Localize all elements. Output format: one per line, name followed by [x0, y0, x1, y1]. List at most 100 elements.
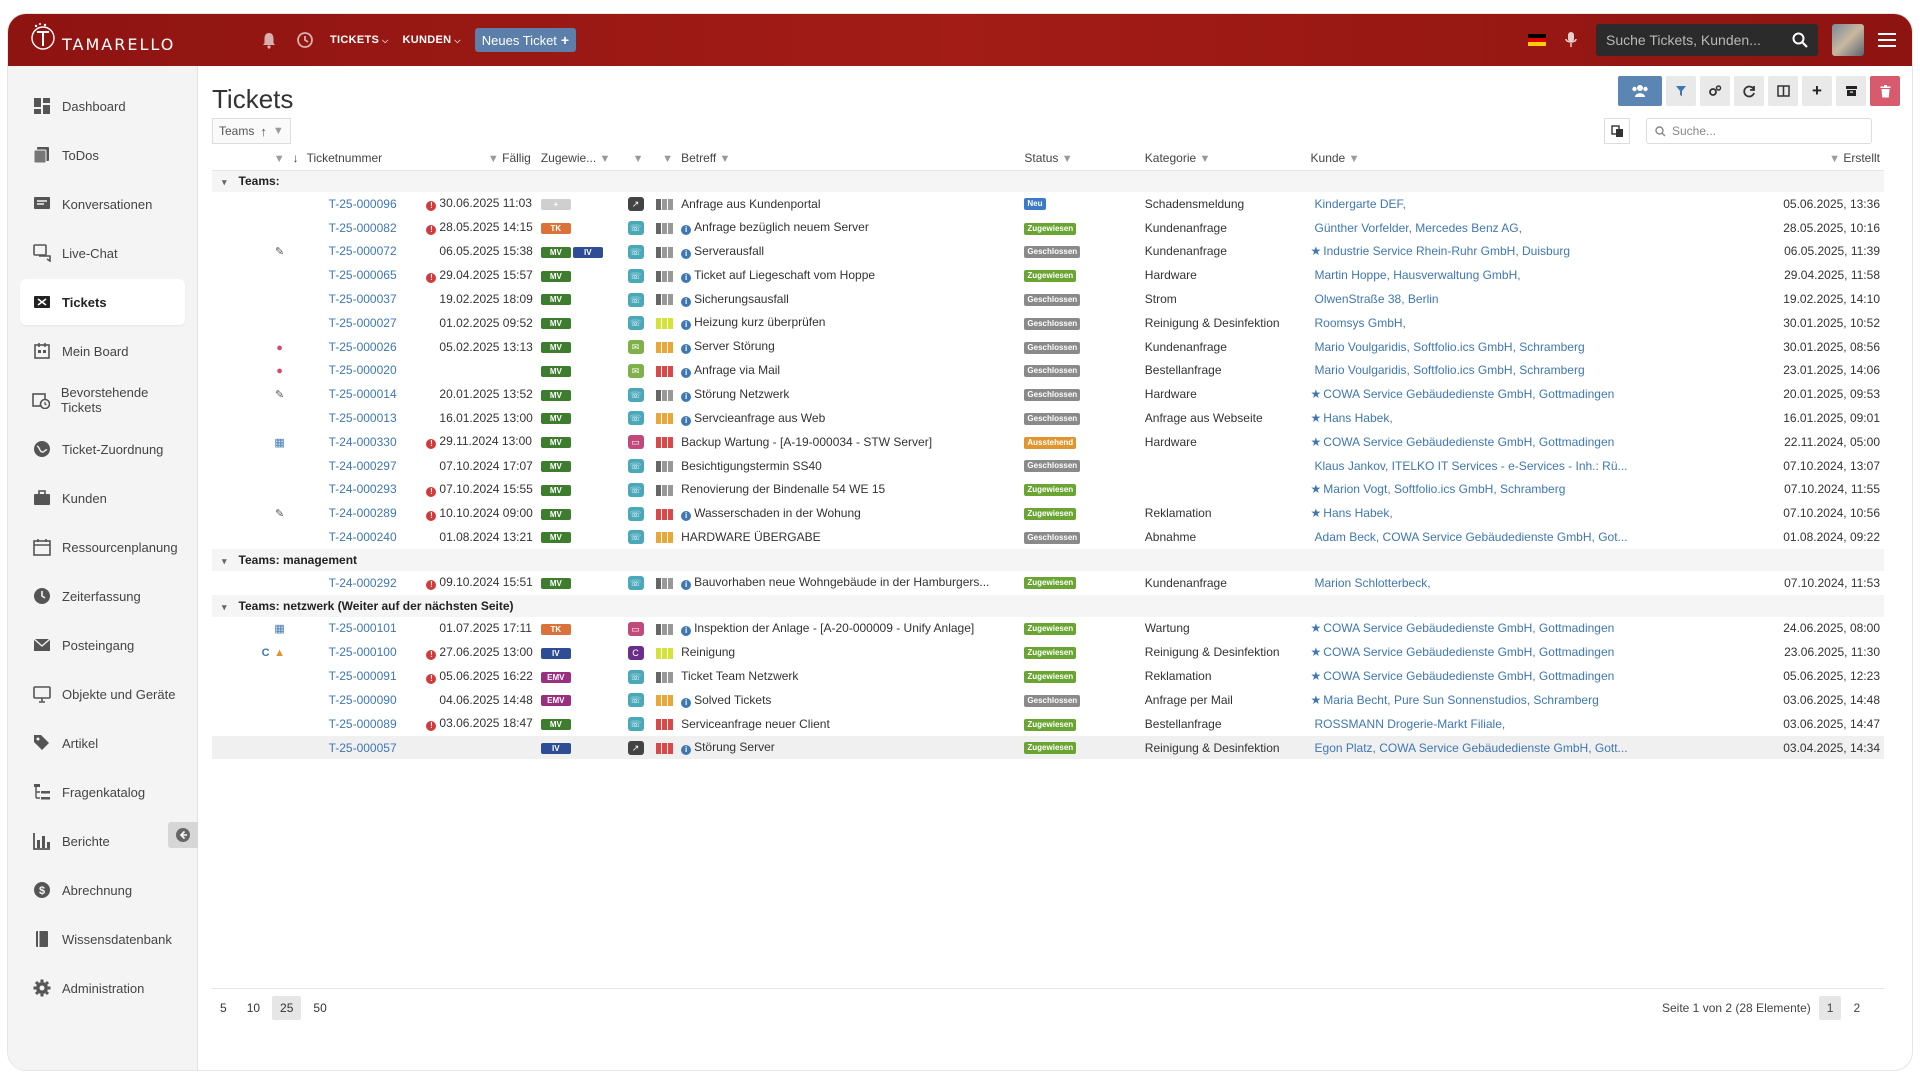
- customer-link[interactable]: COWA Service Gebäudedienste GmbH, Gottma…: [1323, 387, 1615, 402]
- ticket-number-cell[interactable]: T-24-000297: [288, 453, 423, 479]
- customer-link[interactable]: COWA Service Gebäudedienste GmbH, Gottma…: [1323, 645, 1615, 660]
- customer-cell[interactable]: Marion Schlotterbeck,: [1306, 570, 1708, 596]
- subject-cell[interactable]: Besichtigungstermin SS40: [677, 453, 1021, 479]
- customer-link[interactable]: Marion Vogt, Softfolio.ics GmbH, Schramb…: [1323, 482, 1566, 497]
- subject-cell[interactable]: i Heizung kurz überprüfen: [677, 310, 1021, 336]
- customer-cell[interactable]: ★ Hans Habek,: [1306, 501, 1708, 526]
- filter-icon[interactable]: ▼: [719, 152, 731, 165]
- assignee-badge[interactable]: TK: [540, 623, 571, 635]
- filter-icon[interactable]: ▼: [273, 152, 285, 165]
- ticket-number-link[interactable]: T-25-000100: [328, 645, 397, 660]
- subject-cell[interactable]: i Solved Tickets: [677, 688, 1021, 713]
- filter-button[interactable]: [1666, 76, 1696, 106]
- ticket-number-cell[interactable]: T-25-000037: [288, 287, 423, 312]
- sidebar-item-ressourcenplanung[interactable]: Ressourcenplanung: [20, 524, 185, 570]
- filter-icon[interactable]: ▼: [272, 125, 284, 137]
- assignee-badge[interactable]: IV: [572, 246, 603, 258]
- ticket-number-cell[interactable]: T-25-000027: [288, 310, 423, 336]
- ticket-number-cell[interactable]: T-25-000020: [288, 358, 423, 383]
- teams-view-button[interactable]: [1618, 76, 1662, 106]
- customer-cell[interactable]: Adam Beck, COWA Service Gebäudedienste G…: [1306, 525, 1708, 550]
- customer-cell[interactable]: Klaus Jankov, ITELKO IT Services - e-Ser…: [1306, 453, 1708, 479]
- sidebar-item-abrechnung[interactable]: $ Abrechnung: [20, 867, 185, 913]
- betreff-col-header[interactable]: Betreff ▼: [677, 146, 1021, 171]
- group-header-row[interactable]: ▾ Teams: netzwerk (Weiter auf der nächste…: [212, 594, 1884, 617]
- ticket-number-link[interactable]: T-25-000072: [328, 244, 397, 259]
- page-size-option[interactable]: 5: [220, 1001, 227, 1015]
- refresh-button[interactable]: [1734, 76, 1764, 106]
- assignee-badge[interactable]: MV: [540, 532, 571, 544]
- subject-cell[interactable]: Ticket Team Netzwerk: [677, 664, 1021, 689]
- customer-link[interactable]: Hans Habek,: [1323, 411, 1393, 426]
- customer-cell[interactable]: ★ COWA Service Gebäudedienste GmbH, Gottm…: [1306, 382, 1708, 407]
- subject-cell[interactable]: Backup Wartung - [A-19-000034 - STW Serv…: [677, 429, 1021, 455]
- collapse-chevron-icon[interactable]: ▾: [222, 556, 227, 567]
- info-icon[interactable]: i: [681, 296, 692, 307]
- assignee-badge[interactable]: MV: [540, 508, 571, 520]
- sidebar-item-zeiterfassung[interactable]: Zeiterfassung: [20, 573, 185, 619]
- info-icon[interactable]: i: [681, 415, 692, 426]
- ticket-number-link[interactable]: T-25-000096: [328, 196, 397, 211]
- ticket-number-link[interactable]: T-24-000240: [328, 530, 397, 545]
- table-row[interactable]: T-25-000082 ! 28.05.2025 14:15 TK ☏ i Anfr…: [212, 215, 1884, 241]
- ticket-number-link[interactable]: T-25-000101: [328, 621, 397, 636]
- grid-search-input[interactable]: Suche...: [1646, 118, 1872, 144]
- ticket-number-cell[interactable]: T-25-000072: [288, 239, 423, 264]
- subject-cell[interactable]: Serviceanfrage neuer Client: [677, 711, 1021, 737]
- sidebar-item-artikel[interactable]: Artikel: [20, 720, 185, 766]
- assignee-badge[interactable]: IV: [540, 647, 571, 659]
- faellig-col-header[interactable]: ▼ Fällig: [422, 146, 537, 171]
- subject-cell[interactable]: i Server Störung: [677, 334, 1021, 360]
- table-row[interactable]: ✎ T-24-000289 ! 10.10.2024 09:00 MV ☏ i Wa…: [212, 501, 1884, 526]
- attachment-col-header[interactable]: ▼: [254, 146, 289, 171]
- customer-link[interactable]: Industrie Service Rhein-Ruhr GmbH, Duisb…: [1323, 244, 1571, 259]
- collapse-chevron-icon[interactable]: ▾: [222, 602, 227, 612]
- hamburger-menu-icon[interactable]: [1878, 33, 1896, 47]
- assignee-badge[interactable]: MV: [540, 318, 571, 330]
- ticket-number-link[interactable]: T-25-000037: [328, 292, 397, 307]
- customer-cell[interactable]: ★ Maria Becht, Pure Sun Sonnenstudios, Sc…: [1306, 688, 1708, 713]
- ticket-number-link[interactable]: T-24-000330: [328, 434, 397, 449]
- settings-button[interactable]: [1700, 76, 1730, 106]
- ticket-number-cell[interactable]: T-24-000292: [288, 570, 423, 596]
- history-clock-icon[interactable]: [294, 29, 316, 51]
- page-size-option[interactable]: 50: [313, 1001, 327, 1015]
- customer-link[interactable]: Mario Voulgaridis, Softfolio.ics GmbH, S…: [1314, 339, 1585, 354]
- info-icon[interactable]: i: [681, 510, 692, 521]
- customer-cell[interactable]: Günther Vorfelder, Mercedes Benz AG,: [1306, 215, 1708, 241]
- sidebar-item-mein-board[interactable]: Mein Board: [20, 328, 185, 374]
- columns-button[interactable]: [1768, 76, 1798, 106]
- ticket-number-cell[interactable]: T-24-000330: [288, 429, 423, 455]
- customer-link[interactable]: Günther Vorfelder, Mercedes Benz AG,: [1314, 220, 1522, 235]
- new-ticket-button[interactable]: Neues Ticket +: [474, 28, 577, 52]
- customer-cell[interactable]: ★ Industrie Service Rhein-Ruhr GmbH, Duis…: [1306, 239, 1708, 264]
- customer-cell[interactable]: ROSSMANN Drogerie-Markt Filiale,: [1306, 711, 1708, 737]
- group-header-row[interactable]: ▾ Teams: management: [212, 548, 1884, 571]
- customer-link[interactable]: COWA Service Gebäudedienste GmbH, Gottma…: [1323, 434, 1615, 449]
- filter-icon[interactable]: ▼: [599, 152, 611, 165]
- customer-cell[interactable]: Egon Platz, COWA Service Gebäudedienste …: [1306, 735, 1708, 761]
- info-icon[interactable]: i: [681, 344, 692, 355]
- table-row[interactable]: ● T-25-000026 05.02.2025 13:13 MV ✉ i Ser…: [212, 334, 1884, 360]
- user-avatar[interactable]: [1832, 24, 1864, 56]
- info-icon[interactable]: i: [681, 625, 692, 636]
- zugewiesen-col-header[interactable]: Zugewie... ▼: [536, 146, 615, 171]
- ticket-number-link[interactable]: T-25-000065: [328, 268, 397, 283]
- ticket-number-cell[interactable]: T-24-000293: [288, 477, 423, 502]
- filter-icon[interactable]: ▼: [487, 152, 499, 165]
- status-col-header[interactable]: Status ▼: [1020, 146, 1141, 171]
- delete-button[interactable]: [1870, 76, 1900, 106]
- customer-link[interactable]: Roomsys GmbH,: [1314, 315, 1406, 330]
- type-col-header[interactable]: ▼: [614, 146, 648, 171]
- archive-button[interactable]: [1836, 76, 1866, 106]
- sidebar-item-tickets[interactable]: Tickets: [20, 279, 185, 325]
- sidebar-item-administration[interactable]: Administration: [20, 965, 185, 1011]
- kategorie-col-header[interactable]: Kategorie ▼: [1140, 146, 1307, 171]
- customer-cell[interactable]: ★ Marion Vogt, Softfolio.ics GmbH, Schram…: [1306, 477, 1708, 502]
- subject-cell[interactable]: i Sicherungsausfall: [677, 287, 1021, 312]
- table-row[interactable]: T-25-000090 04.06.2025 14:48 EMV ☏ i Solv…: [212, 688, 1884, 713]
- customer-link[interactable]: Klaus Jankov, ITELKO IT Services - e-Ser…: [1314, 458, 1628, 473]
- info-icon[interactable]: i: [681, 225, 692, 236]
- filter-icon[interactable]: ▼: [632, 152, 644, 165]
